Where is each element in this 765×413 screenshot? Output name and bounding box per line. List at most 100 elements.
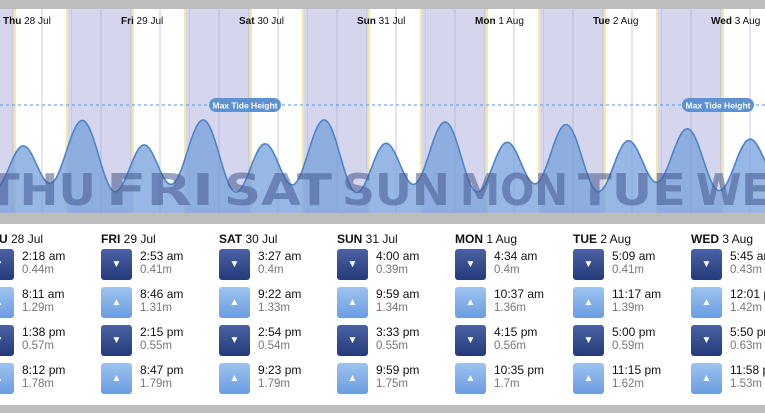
low-tide-arrow-icon: ▼ (455, 325, 486, 356)
tide-height: 0.41m (612, 264, 644, 276)
high-tide-row: ▲ 8:47 pm 1.79m (101, 363, 219, 397)
day-heading-date: 28 Jul (7, 232, 44, 246)
tide-time: 8:11 am (22, 287, 65, 301)
chart-day-label: Wed 3 Aug (711, 16, 760, 27)
tide-height: 0.63m (730, 340, 762, 352)
high-tide-row: ▲ 9:59 pm 1.75m (337, 363, 455, 397)
high-tide-row: ▲ 9:23 pm 1.79m (219, 363, 337, 397)
high-tide-arrow-icon: ▲ (101, 287, 132, 318)
low-tide-arrow-icon: ▼ (219, 325, 250, 356)
high-tide-row: ▲ 9:59 am 1.34m (337, 287, 455, 321)
tide-time: 11:17 am (612, 287, 662, 301)
chart-day-label: Tue 2 Aug (593, 16, 638, 27)
tide-table: THU 28 Jul ▼ 2:18 am0.44m ▲ 8:11 am1.29m ▼ 1:3… (0, 224, 765, 413)
tide-height: 1.78m (22, 378, 54, 390)
day-heading: TUE 2 Aug (573, 232, 631, 246)
chart-day-label: Sun 31 Jul (357, 16, 405, 27)
high-tide-arrow-icon: ▲ (455, 287, 486, 318)
day-column: MON 1 Aug ▼ 4:34 am 0.4m ▲ 10:37 am 1.36m ▼ 4:15… (455, 224, 573, 413)
high-tide-arrow-icon: ▲ (337, 287, 368, 318)
high-tide-arrow-icon: ▲ (219, 363, 250, 394)
tide-height: 0.54m (258, 340, 290, 352)
day-watermark-label: WED (696, 165, 765, 216)
day-heading: FRI 29 Jul (101, 232, 156, 246)
day-column: WED 3 Aug ▼ 5:45 am0.43m ▲ 12:01 pm1.42m ▼ 5:5… (691, 224, 765, 413)
tide-height: 1.79m (258, 378, 290, 390)
tide-height: 0.43m (730, 264, 762, 276)
tide-time: 2:18 am (22, 249, 66, 263)
day-heading: SAT 30 Jul (219, 232, 277, 246)
day-watermark-label: THU (0, 165, 96, 216)
day-heading-date: 1 Aug (483, 232, 518, 246)
low-tide-arrow-icon: ▼ (101, 325, 132, 356)
high-tide-arrow-icon: ▲ (0, 287, 14, 318)
tide-time: 1:38 pm (22, 325, 66, 339)
low-tide-row: ▼ 3:27 am 0.4m (219, 249, 337, 283)
tide-time: 10:35 pm (494, 363, 545, 377)
low-tide-arrow-icon: ▼ (219, 249, 250, 280)
day-heading-date: 31 Jul (362, 232, 398, 246)
tide-height: 1.7m (494, 378, 520, 390)
high-tide-row: ▲ 11:15 pm 1.62m (573, 363, 691, 397)
day-watermark-label: TUE (578, 165, 686, 216)
chart-day-label: Fri 29 Jul (121, 16, 163, 27)
high-tide-arrow-icon: ▲ (337, 363, 368, 394)
day-heading-dow: SUN (337, 232, 363, 246)
high-tide-arrow-icon: ▲ (573, 363, 604, 394)
tide-area (0, 119, 765, 213)
low-tide-arrow-icon: ▼ (691, 325, 722, 356)
tide-time: 9:59 am (376, 287, 420, 301)
low-tide-row: ▼ 1:38 pm0.57m (0, 325, 101, 359)
tide-height: 1.29m (22, 302, 54, 314)
tide-time: 5:45 am (730, 249, 765, 263)
tide-height: 1.79m (140, 378, 172, 390)
high-tide-row: ▲ 8:11 am1.29m (0, 287, 101, 321)
tide-time: 8:12 pm (22, 363, 66, 377)
low-tide-arrow-icon: ▼ (337, 249, 368, 280)
tide-height: 1.34m (376, 302, 408, 314)
tide-height: 1.39m (612, 302, 644, 314)
tide-height: 1.62m (612, 378, 644, 390)
day-watermark-label: SAT (224, 165, 332, 216)
high-tide-arrow-icon: ▲ (101, 363, 132, 394)
low-tide-arrow-icon: ▼ (455, 249, 486, 280)
high-tide-arrow-icon: ▲ (455, 363, 486, 394)
sunset-edge (302, 9, 305, 213)
high-tide-row: ▲ 9:22 am 1.33m (219, 287, 337, 321)
tide-height: 0.59m (612, 340, 644, 352)
day-heading: WED 3 Aug (691, 232, 753, 246)
tide-time: 5:00 pm (612, 325, 656, 339)
sunrise-edge (485, 9, 488, 213)
day-heading-dow: TUE (573, 232, 597, 246)
bottom-border (0, 405, 765, 413)
tide-line (0, 119, 765, 194)
tide-time: 10:37 am (494, 287, 545, 301)
low-tide-row: ▼ 2:54 pm 0.54m (219, 325, 337, 359)
low-tide-arrow-icon: ▼ (573, 249, 604, 280)
low-tide-row: ▼ 4:15 pm 0.56m (455, 325, 573, 359)
tide-height: 0.39m (376, 264, 408, 276)
day-heading-date: 29 Jul (120, 232, 156, 246)
tide-height: 1.36m (494, 302, 526, 314)
sunset-edge (538, 9, 541, 213)
tide-time: 4:34 am (494, 249, 538, 263)
low-tide-row: ▼ 5:00 pm 0.59m (573, 325, 691, 359)
tide-time: 11:58 pm (730, 363, 765, 377)
day-watermark-label: FRI (106, 165, 214, 216)
tide-time: 3:27 am (258, 249, 302, 263)
high-tide-arrow-icon: ▲ (691, 363, 722, 394)
sunset-edge (420, 9, 423, 213)
tide-time: 8:47 pm (140, 363, 184, 377)
low-tide-row: ▼ 4:00 am 0.39m (337, 249, 455, 283)
max-tide-label: Max Tide Height (685, 101, 750, 111)
tide-height: 1.33m (258, 302, 290, 314)
high-tide-arrow-icon: ▲ (573, 287, 604, 318)
high-tide-arrow-icon: ▲ (0, 363, 14, 394)
day-column: SAT 30 Jul ▼ 3:27 am 0.4m ▲ 9:22 am 1.33m ▼ 2:54… (219, 224, 337, 413)
low-tide-row: ▼ 5:45 am0.43m (691, 249, 765, 283)
high-tide-row: ▲ 12:01 pm1.42m (691, 287, 765, 321)
chart-day-label: Mon 1 Aug (475, 16, 524, 27)
day-heading-date: 3 Aug (719, 232, 754, 246)
high-tide-row: ▲ 8:46 am 1.31m (101, 287, 219, 321)
day-column: THU 28 Jul ▼ 2:18 am0.44m ▲ 8:11 am1.29m ▼ 1:3… (0, 224, 101, 413)
